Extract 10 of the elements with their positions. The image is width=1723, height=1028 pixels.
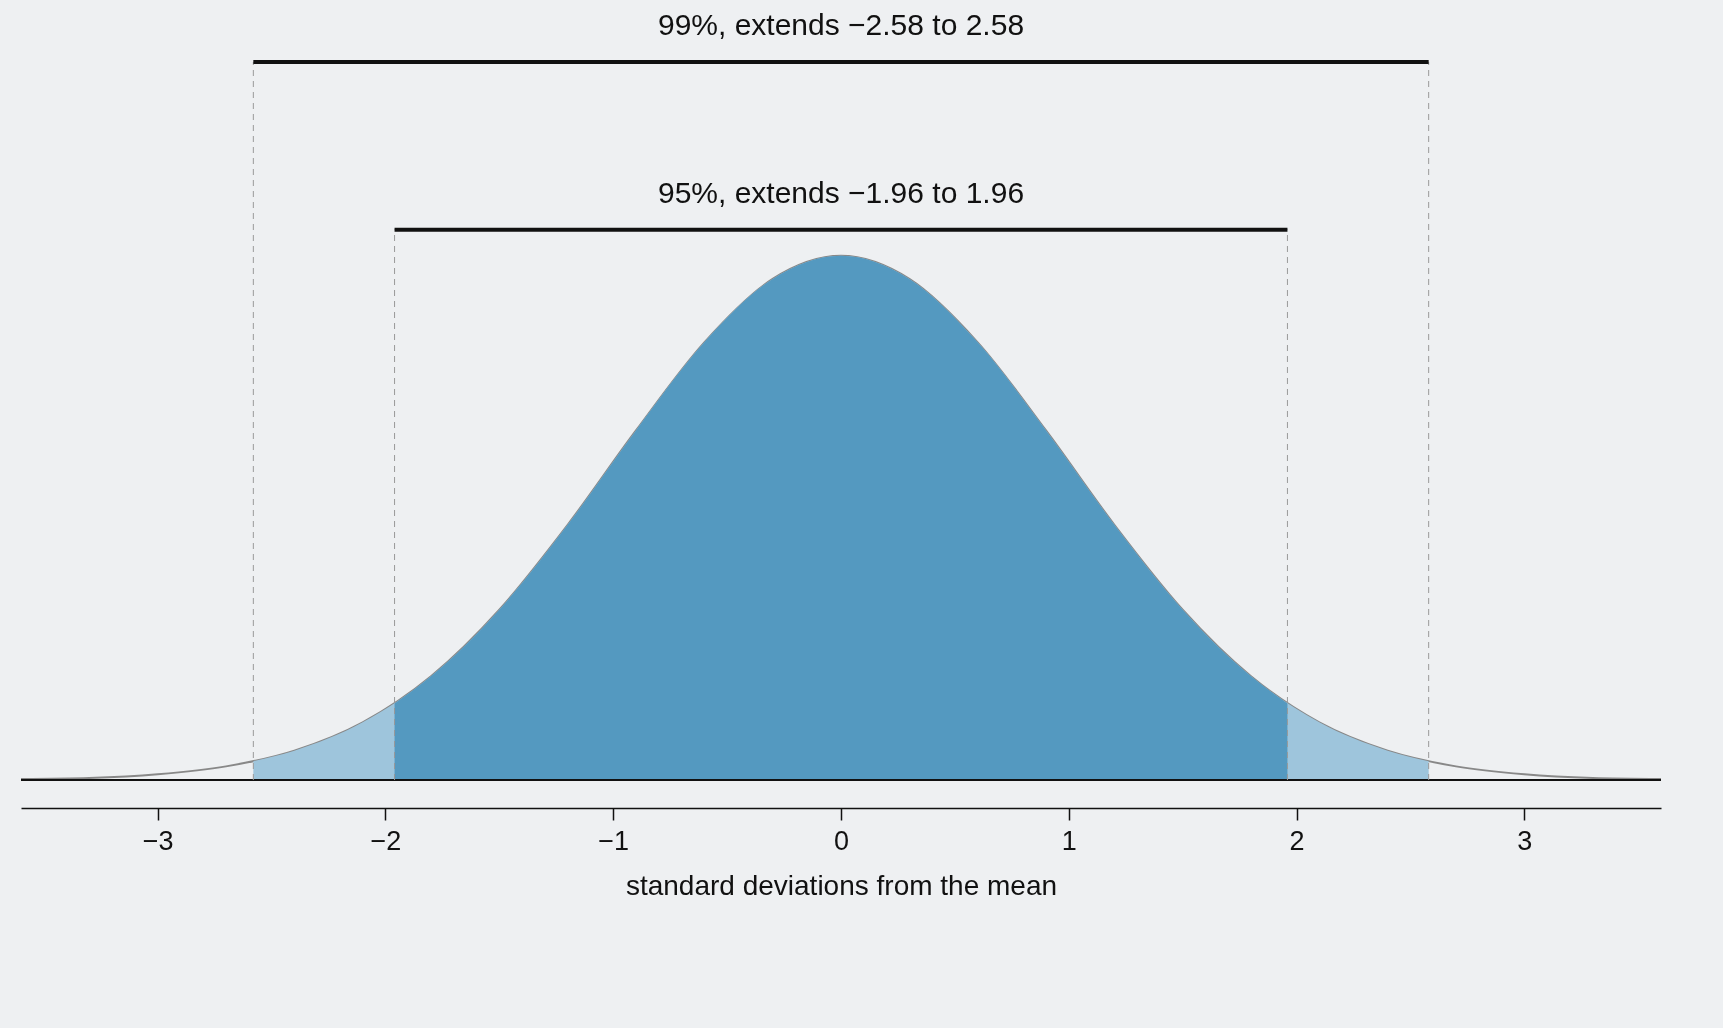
x-tick-label: 1 (1061, 825, 1077, 856)
x-tick-label: −2 (370, 825, 402, 856)
x-tick-label: 0 (833, 825, 850, 856)
x-tick-label: 2 (1289, 825, 1305, 856)
x-tick-label: −3 (142, 825, 174, 856)
x-axis-title: standard deviations from the mean (625, 869, 1058, 901)
x-tick-label: 3 (1517, 825, 1533, 856)
x-tick-label: −1 (598, 825, 630, 856)
text: 99%, extends −2.58 to 2.58 (657, 7, 1025, 41)
text: 95%, extends −1.96 to 1.96 (657, 175, 1025, 209)
